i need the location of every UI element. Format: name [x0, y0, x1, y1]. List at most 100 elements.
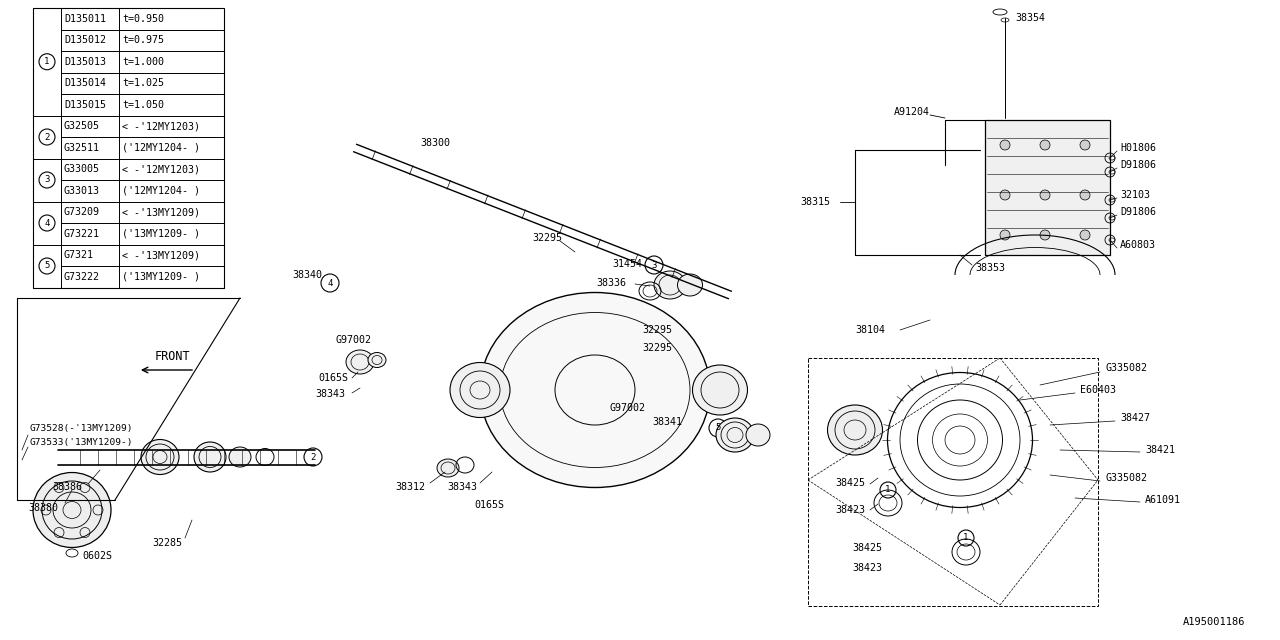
- Text: 5: 5: [45, 262, 50, 271]
- Text: 38386: 38386: [52, 482, 82, 492]
- Text: t=1.000: t=1.000: [122, 57, 164, 67]
- Text: 31454: 31454: [612, 259, 643, 269]
- Text: 38315: 38315: [800, 197, 829, 207]
- Text: A60803: A60803: [1120, 240, 1156, 250]
- Text: G7321: G7321: [64, 250, 93, 260]
- Ellipse shape: [677, 274, 703, 296]
- Text: E60403: E60403: [1080, 385, 1116, 395]
- Ellipse shape: [141, 440, 179, 474]
- Text: A91204: A91204: [893, 107, 931, 117]
- Ellipse shape: [195, 442, 227, 472]
- Text: ('12MY1204- ): ('12MY1204- ): [122, 186, 200, 196]
- Text: A195001186: A195001186: [1183, 617, 1245, 627]
- Text: G32511: G32511: [64, 143, 100, 153]
- Text: ('13MY1209- ): ('13MY1209- ): [122, 272, 200, 282]
- Text: 38425: 38425: [852, 543, 882, 553]
- Text: ('12MY1204- ): ('12MY1204- ): [122, 143, 200, 153]
- Text: 38104: 38104: [855, 325, 884, 335]
- Text: 38353: 38353: [975, 263, 1005, 273]
- Circle shape: [1000, 140, 1010, 150]
- Text: t=0.975: t=0.975: [122, 35, 164, 45]
- Text: G33005: G33005: [64, 164, 100, 174]
- Text: G73221: G73221: [64, 228, 100, 239]
- Text: G73528(-'13MY1209): G73528(-'13MY1209): [29, 424, 133, 433]
- Text: G335082: G335082: [1105, 363, 1147, 373]
- Ellipse shape: [369, 353, 387, 367]
- Text: 38423: 38423: [852, 563, 882, 573]
- Text: 38343: 38343: [447, 482, 477, 492]
- Text: 1: 1: [964, 534, 969, 543]
- Ellipse shape: [436, 459, 460, 477]
- Text: 38312: 38312: [396, 482, 425, 492]
- Text: G97002: G97002: [335, 335, 371, 345]
- Text: G73533('13MY1209-): G73533('13MY1209-): [29, 438, 133, 447]
- Text: H01806: H01806: [1120, 143, 1156, 153]
- Text: G32505: G32505: [64, 121, 100, 131]
- Text: G335082: G335082: [1105, 473, 1147, 483]
- Text: D91806: D91806: [1120, 160, 1156, 170]
- Circle shape: [1039, 140, 1050, 150]
- Text: 0165S: 0165S: [317, 373, 348, 383]
- Text: 1: 1: [886, 486, 891, 495]
- Text: D135015: D135015: [64, 100, 106, 109]
- Text: 38354: 38354: [1015, 13, 1044, 23]
- Text: 0165S: 0165S: [474, 500, 504, 510]
- Ellipse shape: [33, 472, 111, 547]
- Text: < -'13MY1209): < -'13MY1209): [122, 250, 200, 260]
- Text: 38343: 38343: [315, 389, 346, 399]
- Text: 2: 2: [310, 452, 316, 461]
- Text: < -'12MY1203): < -'12MY1203): [122, 121, 200, 131]
- Text: 38423: 38423: [835, 505, 865, 515]
- Text: 3: 3: [652, 260, 657, 269]
- Text: 4: 4: [45, 218, 50, 227]
- Ellipse shape: [716, 418, 754, 452]
- Text: ('13MY1209- ): ('13MY1209- ): [122, 228, 200, 239]
- Ellipse shape: [692, 365, 748, 415]
- Bar: [986, 120, 1110, 255]
- Ellipse shape: [346, 350, 374, 374]
- Text: 4: 4: [328, 278, 333, 287]
- Text: 3: 3: [45, 175, 50, 184]
- Text: G97002: G97002: [611, 403, 646, 413]
- Circle shape: [1080, 230, 1091, 240]
- Text: 38300: 38300: [420, 138, 451, 148]
- Text: 32103: 32103: [1120, 190, 1149, 200]
- Circle shape: [1000, 230, 1010, 240]
- Text: A61091: A61091: [1146, 495, 1181, 505]
- Circle shape: [1039, 190, 1050, 200]
- Text: FRONT: FRONT: [154, 349, 189, 362]
- Text: G73222: G73222: [64, 272, 100, 282]
- Ellipse shape: [451, 362, 509, 417]
- Text: G33013: G33013: [64, 186, 100, 196]
- Circle shape: [1000, 190, 1010, 200]
- Text: G73209: G73209: [64, 207, 100, 217]
- Text: 38427: 38427: [1120, 413, 1149, 423]
- Bar: [33, 8, 224, 287]
- Text: 0602S: 0602S: [82, 551, 113, 561]
- Text: 2: 2: [45, 132, 50, 141]
- Text: t=1.050: t=1.050: [122, 100, 164, 109]
- Text: 38340: 38340: [292, 270, 323, 280]
- Text: D135012: D135012: [64, 35, 106, 45]
- Text: D135011: D135011: [64, 13, 106, 24]
- Text: < -'13MY1209): < -'13MY1209): [122, 207, 200, 217]
- Text: 38421: 38421: [1146, 445, 1175, 455]
- Text: 38380: 38380: [28, 503, 58, 513]
- Text: < -'12MY1203): < -'12MY1203): [122, 164, 200, 174]
- Bar: [808, 358, 1098, 606]
- Text: 1: 1: [45, 57, 50, 67]
- Text: 32295: 32295: [643, 325, 672, 335]
- Ellipse shape: [229, 447, 251, 467]
- Circle shape: [1039, 230, 1050, 240]
- Text: D91806: D91806: [1120, 207, 1156, 217]
- Text: D135013: D135013: [64, 57, 106, 67]
- Text: 32295: 32295: [532, 233, 562, 243]
- Ellipse shape: [480, 292, 710, 488]
- Text: 5: 5: [716, 424, 721, 433]
- Text: 32285: 32285: [152, 538, 182, 548]
- Ellipse shape: [746, 424, 771, 446]
- Ellipse shape: [827, 405, 882, 455]
- Text: 38425: 38425: [835, 478, 865, 488]
- Text: t=1.025: t=1.025: [122, 78, 164, 88]
- Text: t=0.950: t=0.950: [122, 13, 164, 24]
